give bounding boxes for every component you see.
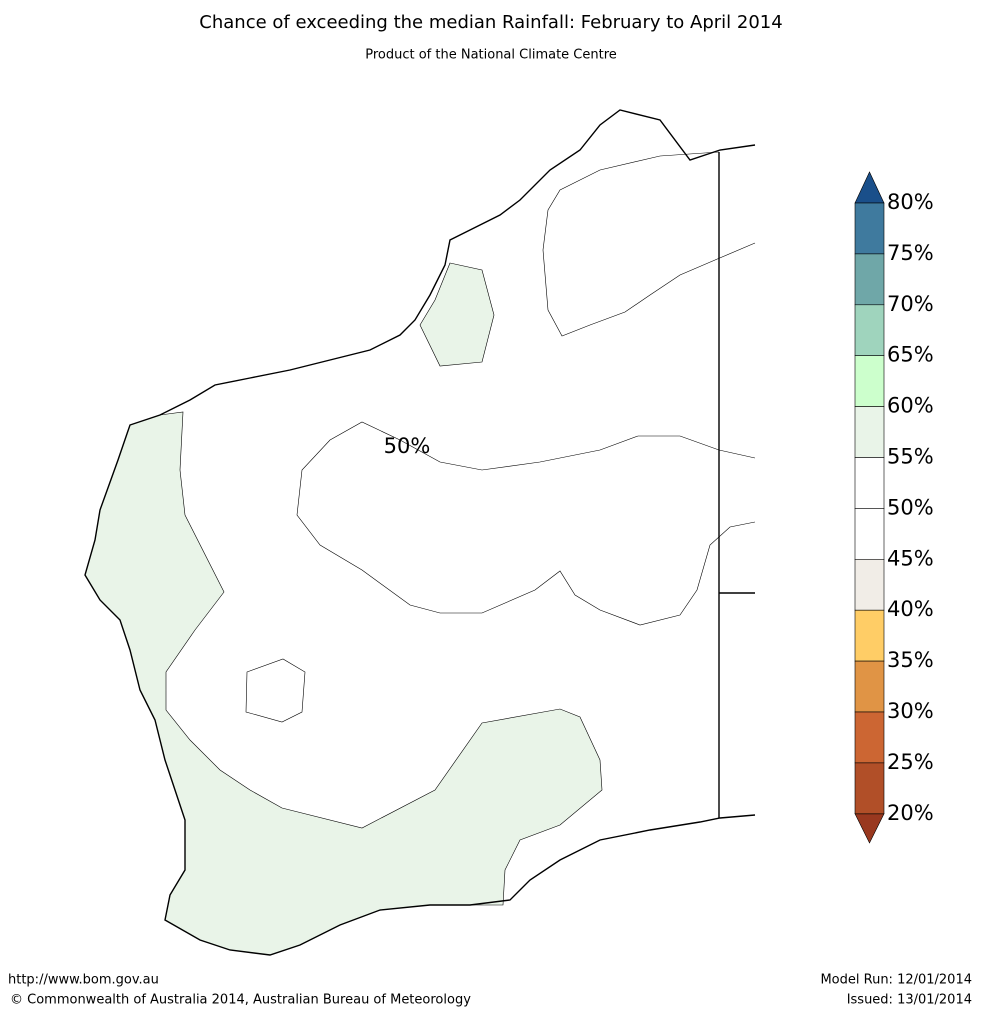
- footer-issued: Issued: 13/01/2014: [847, 993, 972, 1008]
- colorbar-label: 25%: [887, 750, 934, 774]
- contour-line: [296, 421, 756, 626]
- state-border: [718, 152, 755, 818]
- colorbar-band: [854, 406, 885, 458]
- colorbar-label: 80%: [887, 190, 934, 214]
- colorbar-extend: [854, 813, 885, 844]
- subtitle: Product of the National Climate Centre: [365, 48, 617, 63]
- colorbar-label: 65%: [887, 343, 934, 367]
- colorbar-label: 60%: [887, 394, 934, 418]
- title: Chance of exceeding the median Rainfall:…: [199, 12, 782, 33]
- colorbar-label: 30%: [887, 699, 934, 723]
- footer-url: http://www.bom.gov.au: [8, 973, 159, 988]
- colorbar-label: 40%: [887, 597, 934, 621]
- contour-line: [542, 151, 756, 337]
- contour-line: [245, 658, 306, 723]
- colorbar-band: [854, 762, 885, 815]
- colorbar-band: [854, 355, 885, 407]
- colorbar-band: [854, 660, 885, 713]
- colorbar: 80% 75% 70% 65% 60% 55% 50% 45% 40% 35% 30% 25% 20%: [854, 171, 934, 844]
- colorbar-band: [854, 609, 885, 662]
- colorbar-band: [854, 253, 885, 306]
- colorbar-band: [854, 457, 885, 509]
- colorbar-label: 20%: [887, 801, 934, 825]
- region-55-60: [419, 262, 495, 367]
- footer-model-run: Model Run: 12/01/2014: [820, 973, 972, 988]
- contour-label: 50%: [384, 434, 431, 458]
- colorbar-label: 45%: [887, 546, 934, 570]
- colorbar-band: [854, 202, 885, 255]
- region-55-60: [84, 411, 603, 956]
- colorbar-label: 75%: [887, 241, 934, 265]
- colorbar-band: [854, 508, 885, 560]
- colorbar-band: [854, 711, 885, 764]
- colorbar-label: 70%: [887, 292, 934, 316]
- footer-copyright: © Commonwealth of Australia 2014, Austra…: [10, 993, 471, 1008]
- colorbar-label: 35%: [887, 648, 934, 672]
- map: 50%: [84, 109, 756, 956]
- colorbar-band: [854, 304, 885, 356]
- colorbar-label: 55%: [887, 445, 934, 469]
- colorbar-extend: [854, 171, 885, 204]
- colorbar-label: 50%: [887, 495, 934, 519]
- colorbar-band: [854, 558, 885, 611]
- coastline: [84, 109, 756, 956]
